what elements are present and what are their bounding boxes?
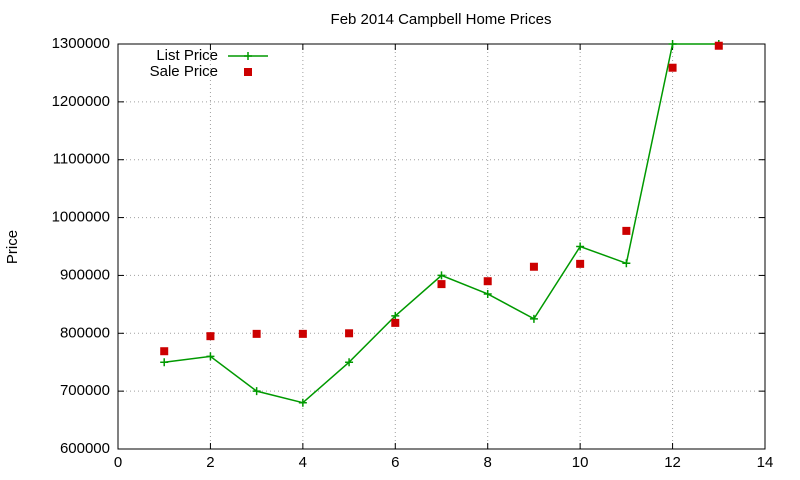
point-marker	[668, 40, 677, 48]
legend-label: List Price	[156, 47, 218, 64]
point-marker	[345, 358, 354, 367]
point-marker	[244, 68, 252, 76]
y-axis-label: Price	[4, 230, 21, 264]
x-tick-label: 10	[572, 454, 589, 471]
point-marker	[437, 271, 446, 280]
point-marker	[244, 52, 252, 60]
y-tick-label: 900000	[60, 266, 110, 283]
point-marker	[576, 242, 585, 251]
x-tick-label: 4	[299, 454, 307, 471]
point-marker	[206, 332, 215, 341]
point-marker	[714, 41, 723, 50]
point-marker	[437, 280, 446, 289]
point-marker	[668, 63, 677, 72]
point-marker	[529, 262, 538, 271]
point-marker	[576, 259, 585, 268]
point-marker	[391, 318, 400, 327]
x-tick-label: 0	[114, 454, 122, 471]
x-tick-label: 6	[391, 454, 399, 471]
point-marker	[160, 358, 169, 367]
point-marker	[206, 352, 215, 361]
point-marker	[483, 277, 492, 286]
y-tick-label: 800000	[60, 324, 110, 341]
x-tick-label: 12	[664, 454, 681, 471]
x-tick-label: 2	[206, 454, 214, 471]
point-marker	[529, 314, 538, 323]
point-marker	[298, 398, 307, 407]
point-marker	[622, 226, 631, 235]
point-marker	[622, 259, 631, 268]
y-tick-label: 1100000	[53, 151, 110, 168]
point-marker	[391, 311, 400, 320]
chart-title: Feb 2014 Campbell Home Prices	[331, 11, 552, 28]
point-marker	[345, 329, 354, 338]
series	[160, 40, 723, 407]
y-tick-label: 1000000	[52, 209, 110, 226]
point-marker	[160, 347, 169, 356]
series-line	[164, 43, 719, 404]
point-marker	[252, 387, 261, 396]
y-tick-label: 600000	[60, 440, 110, 457]
series	[160, 41, 723, 356]
x-tick-label: 14	[757, 454, 774, 471]
legend-label: Sale Price	[150, 63, 218, 80]
point-marker	[252, 329, 261, 338]
plot-border	[117, 43, 766, 450]
y-tick-label: 700000	[60, 382, 110, 399]
point-marker	[298, 329, 307, 338]
y-tick-label: 1200000	[52, 93, 110, 110]
x-tick-label: 8	[484, 454, 492, 471]
y-tick-label: 1300000	[52, 35, 110, 52]
point-marker	[483, 289, 492, 298]
